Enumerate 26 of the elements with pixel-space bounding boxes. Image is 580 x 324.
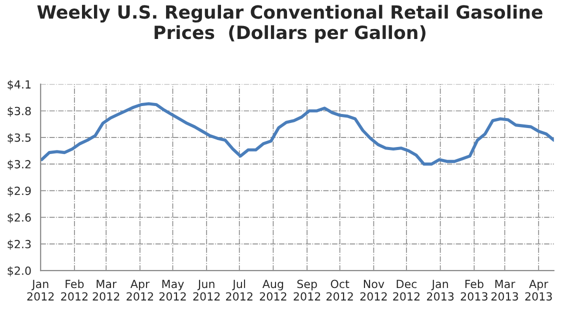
x-tick-label: Sep 2012	[294, 280, 320, 301]
x-tick-label: Feb 2012	[61, 280, 88, 301]
y-tick-label: $2.9	[8, 186, 31, 197]
x-tick-label: Jun 2012	[193, 280, 220, 301]
y-tick-label: $4.1	[8, 80, 31, 90]
y-tick-label: $3.2	[8, 160, 30, 170]
chart-title: Weekly U.S. Regular Conventional Retail Gasoline Prices (Dollars per Gallon)	[37, 4, 542, 43]
y-tick-label: $2.6	[8, 213, 31, 224]
y-tick-label: $2.3	[8, 240, 31, 250]
x-tick-label: Apr 2012	[126, 280, 154, 301]
x-tick-label: Oct 2012	[326, 280, 353, 301]
x-tick-label: Feb 2013	[460, 280, 488, 301]
x-tick-label: Mar 2012	[92, 280, 120, 301]
x-tick-label: Nov 2012	[360, 280, 387, 301]
x-tick-label: Dec 2012	[393, 280, 420, 301]
x-tick-label: Apr 2013	[525, 280, 552, 301]
x-tick-label: Jan 2013	[426, 280, 454, 301]
line-series	[40, 102, 554, 166]
y-tick-label: $2.0	[8, 266, 31, 276]
x-tick-label: Aug 2012	[260, 280, 286, 301]
x-tick-label: Jan 2012	[27, 280, 54, 301]
x-tick-label: May 2012	[159, 280, 186, 301]
y-tick-label: $3.8	[8, 106, 31, 117]
x-tick-label: Jul 2012	[226, 280, 252, 301]
x-tick-label: Mar 2013	[491, 280, 518, 301]
y-tick-label: $3.5	[8, 133, 31, 144]
